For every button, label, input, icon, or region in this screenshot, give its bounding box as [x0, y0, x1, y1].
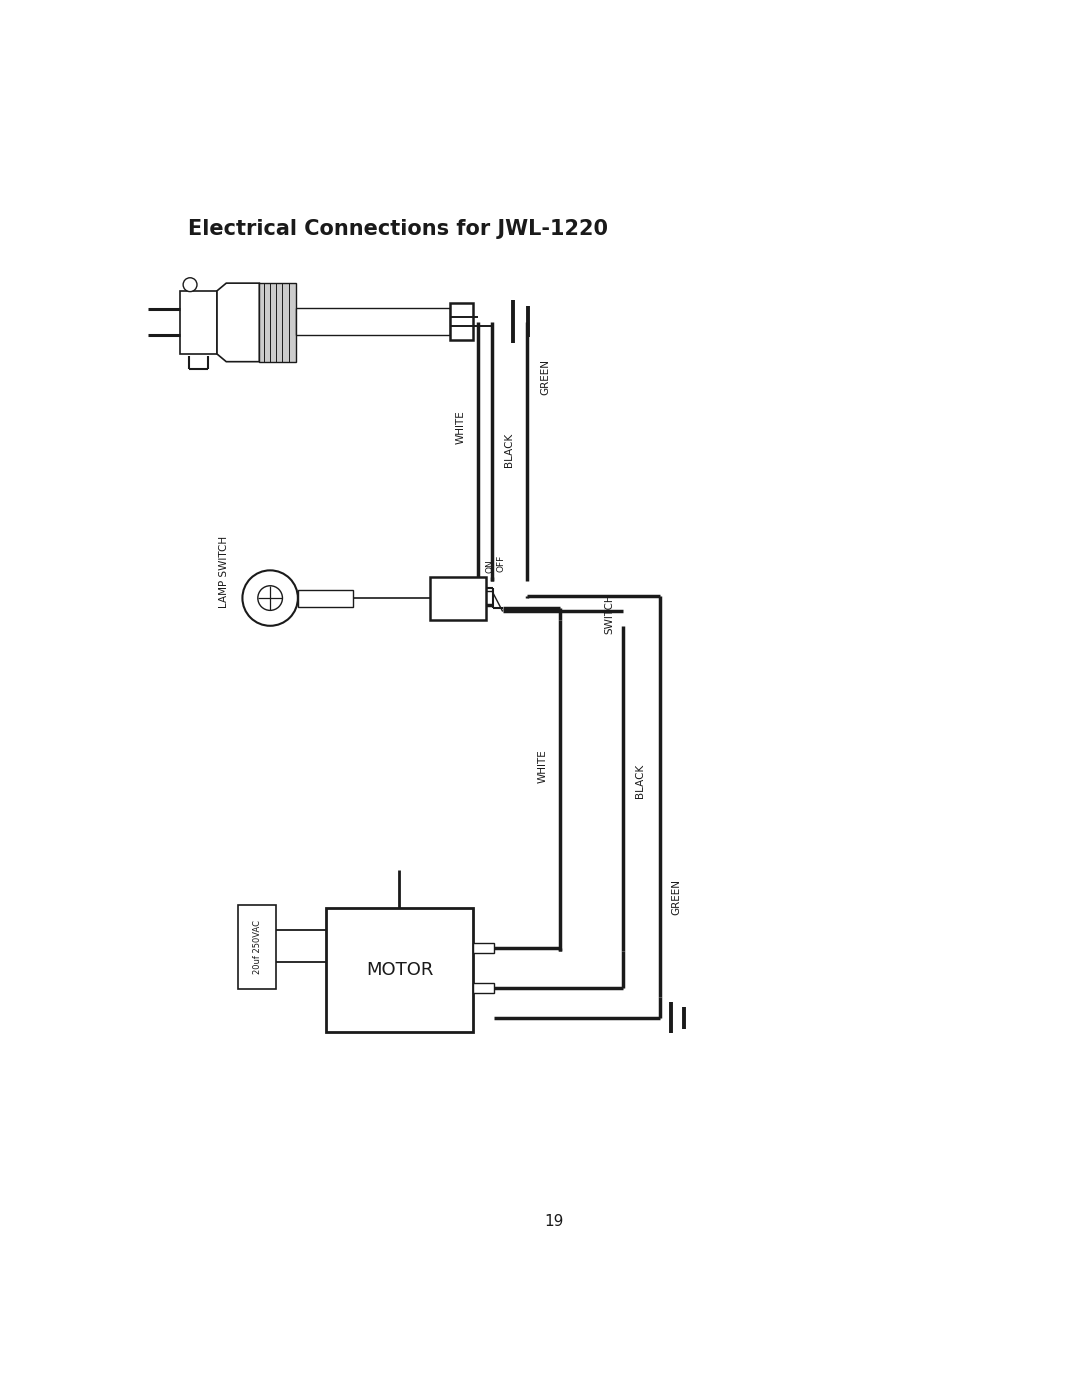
- Polygon shape: [217, 284, 259, 362]
- Bar: [473, 943, 495, 953]
- Bar: [259, 284, 296, 362]
- Text: 19: 19: [544, 1214, 563, 1229]
- Circle shape: [258, 585, 283, 610]
- Bar: [238, 904, 276, 989]
- Text: ON: ON: [485, 559, 494, 573]
- Text: BLACK: BLACK: [635, 764, 645, 799]
- Text: WHITE: WHITE: [538, 749, 548, 782]
- Text: GREEN: GREEN: [672, 879, 681, 915]
- Text: SWITCH: SWITCH: [604, 594, 613, 634]
- Bar: [296, 309, 449, 335]
- Text: BLACK: BLACK: [504, 433, 514, 468]
- Text: WHITE: WHITE: [456, 411, 467, 444]
- Bar: [180, 291, 217, 353]
- Text: GREEN: GREEN: [540, 359, 550, 395]
- Bar: [298, 590, 353, 606]
- Text: LAMP SWITCH: LAMP SWITCH: [219, 536, 229, 608]
- Text: Electrical Connections for JWL-1220: Electrical Connections for JWL-1220: [188, 219, 608, 239]
- Bar: [430, 577, 486, 620]
- Circle shape: [242, 570, 298, 626]
- Bar: [326, 908, 473, 1031]
- Bar: [449, 303, 473, 339]
- Text: MOTOR: MOTOR: [366, 961, 433, 979]
- Text: 20uf 250VAC: 20uf 250VAC: [253, 919, 261, 974]
- Text: OFF: OFF: [497, 555, 505, 571]
- Bar: [473, 983, 495, 993]
- Circle shape: [184, 278, 197, 292]
